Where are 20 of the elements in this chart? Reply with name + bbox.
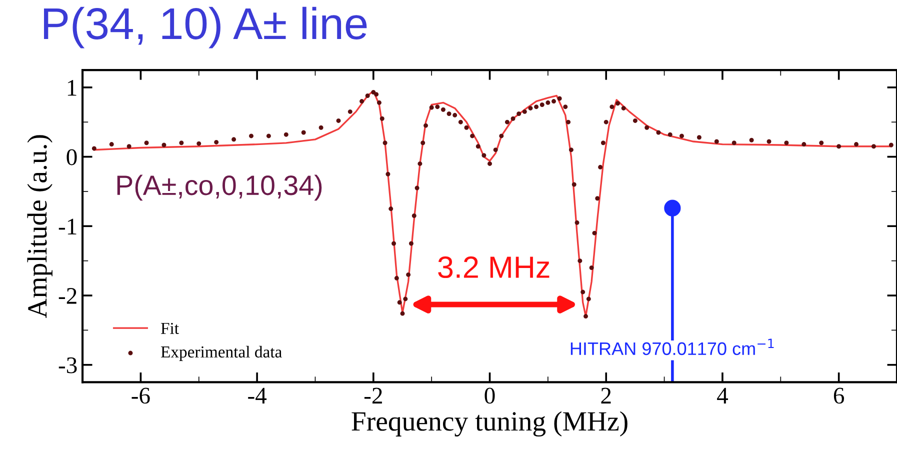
y-tick-label: -3: [58, 357, 77, 374]
chart-title: P(34, 10) A± line: [44, 6, 367, 48]
x-axis-title: Frequency tuning (MHz): [352, 411, 628, 437]
x-tick-label: 4: [717, 388, 728, 404]
y-tick-label: -1: [58, 218, 76, 234]
y-axis-title: Amplitude (a.u.): [27, 135, 52, 318]
x-tick-label: 0: [484, 388, 495, 404]
x-tick-label: 6: [834, 388, 844, 404]
x-tick-label: -6: [132, 388, 150, 404]
ref-line-label: HITRAN 970.01170 cm$^{−1}$: [570, 338, 774, 356]
x-tick-label: 2: [601, 388, 611, 404]
legend-label: Fit: [160, 322, 179, 334]
y-tick-label: 0: [66, 149, 77, 166]
annotation: P(A±,co,0,10,34): [117, 174, 322, 201]
y-tick-label: 1: [68, 80, 76, 96]
y-tick-label: -2: [58, 288, 76, 304]
x-tick-label: -2: [364, 388, 382, 404]
x-tick-label: -4: [248, 388, 267, 404]
legend-label: Experimental data: [160, 346, 282, 361]
annotation: 3.2 MHz: [438, 256, 550, 278]
